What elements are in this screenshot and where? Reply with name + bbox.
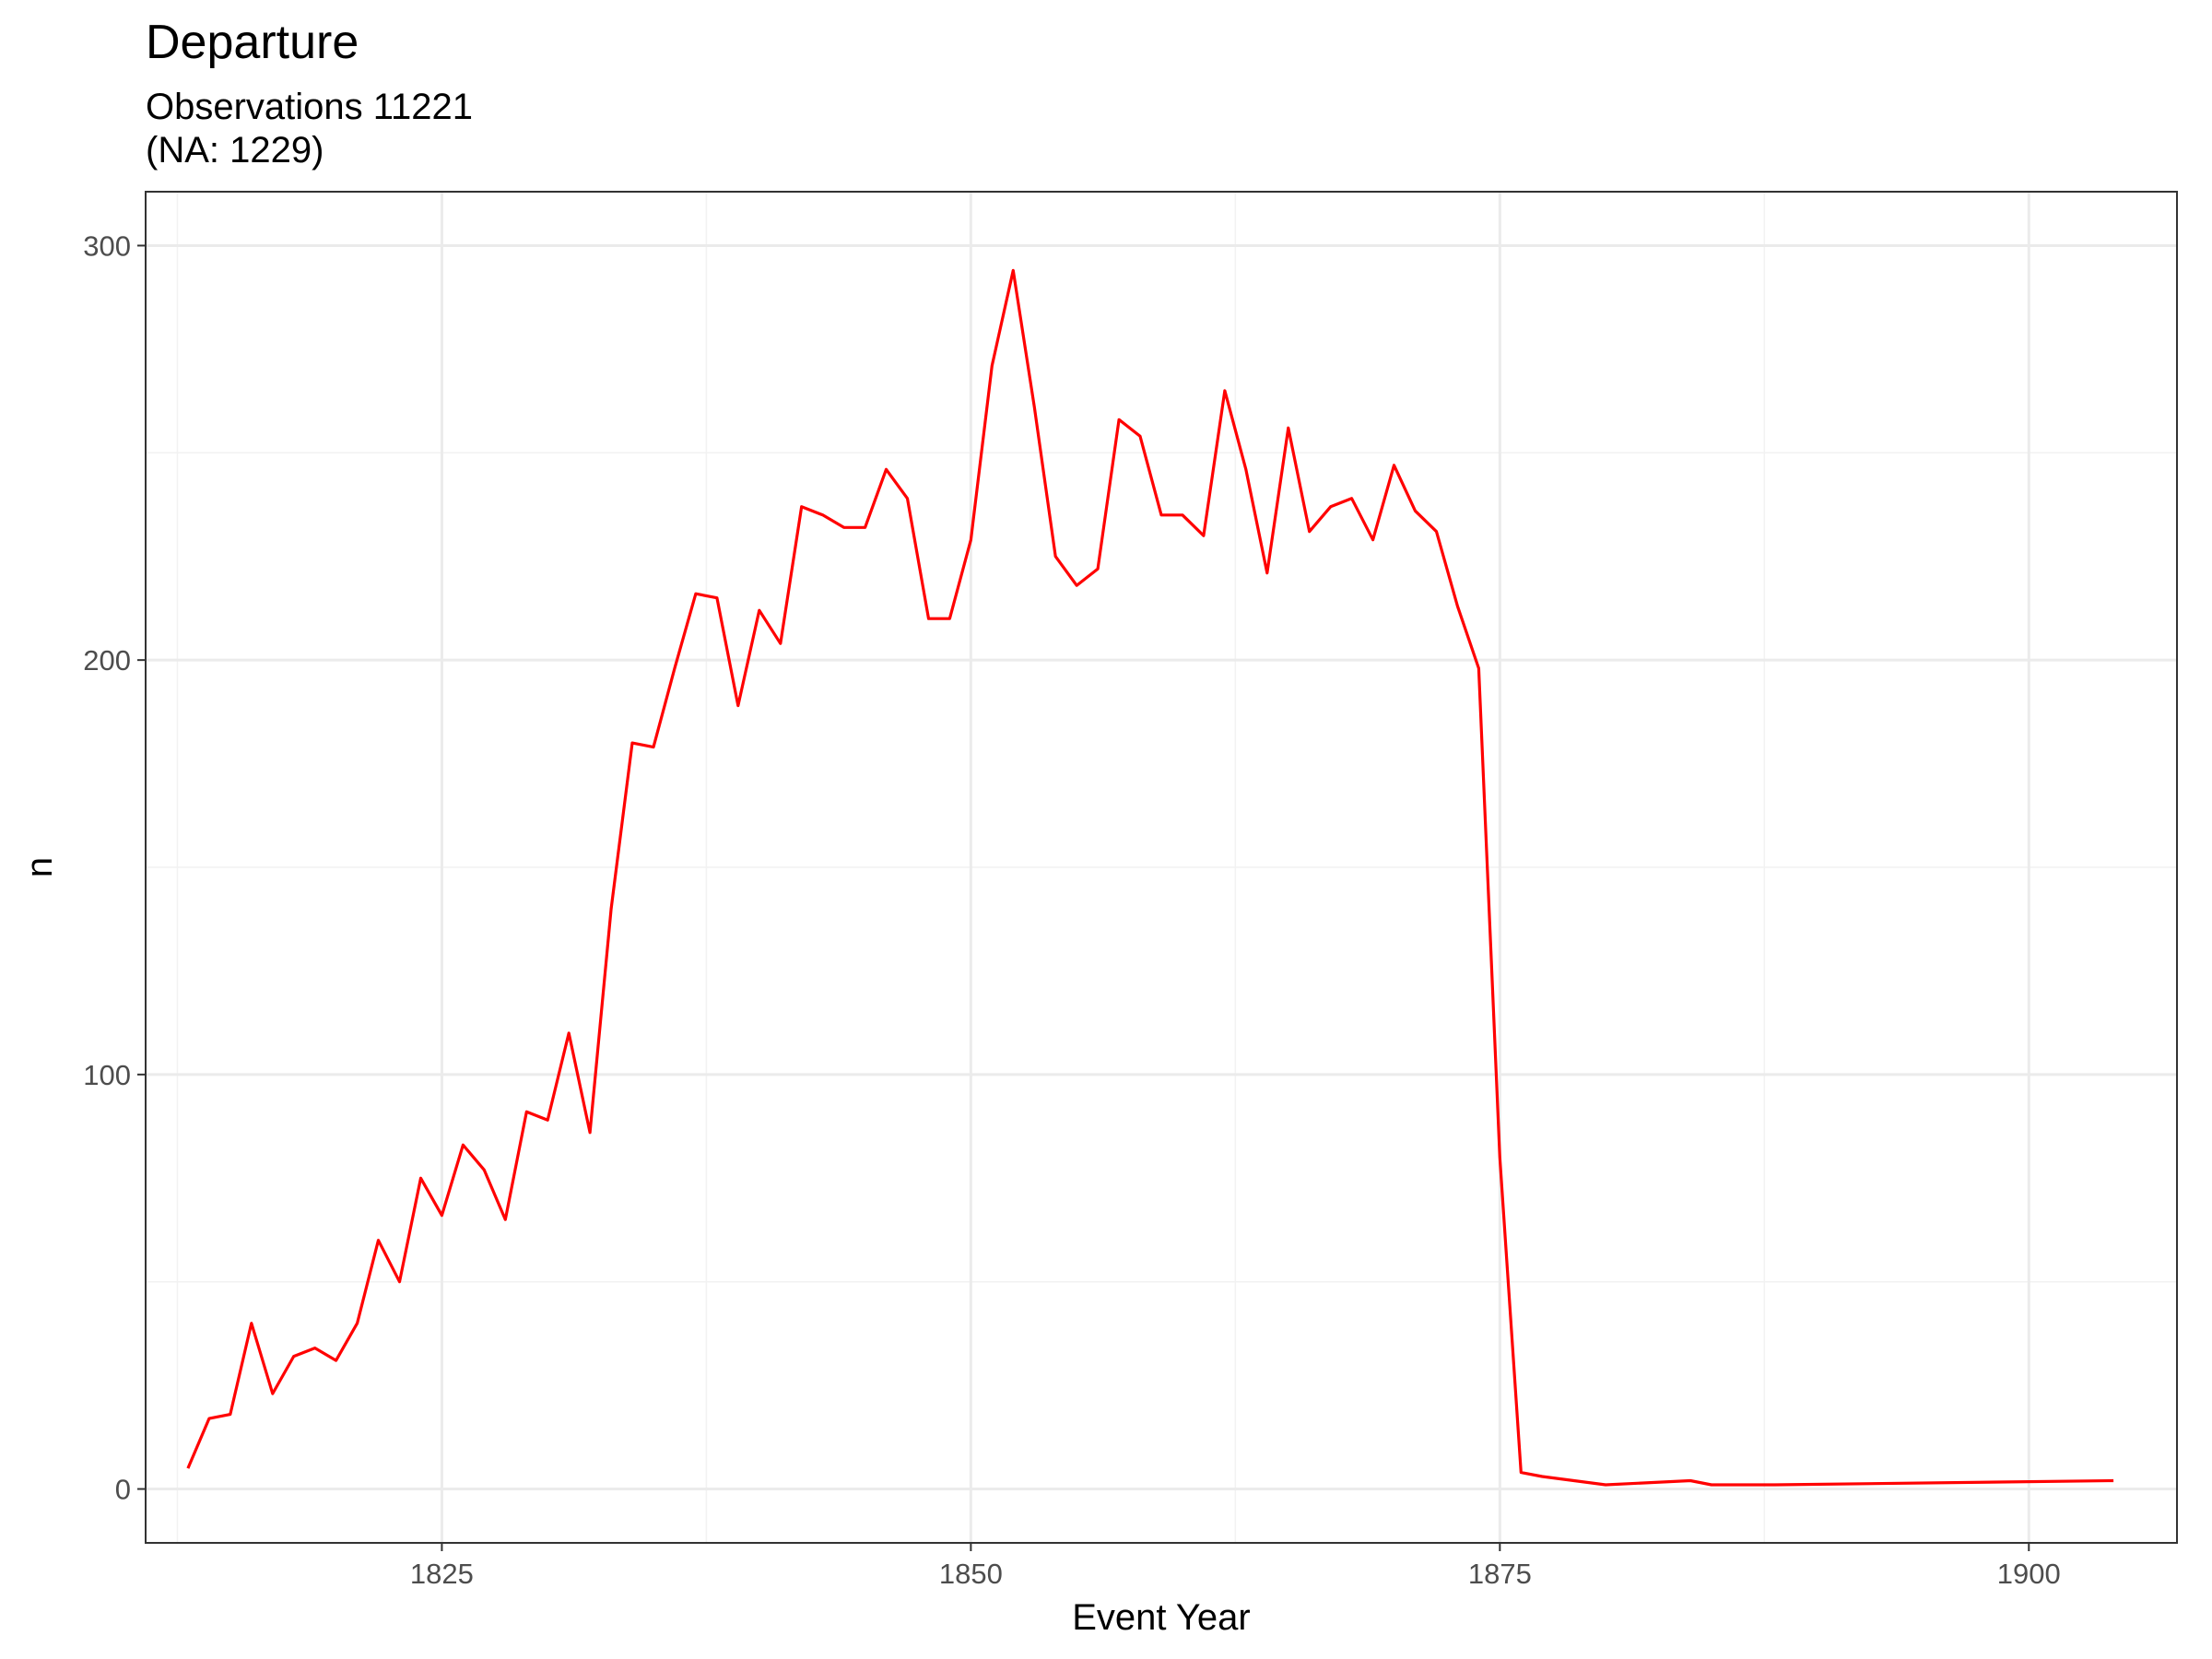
- panel-border: [145, 191, 2178, 1544]
- minor-gridlines: [146, 192, 2177, 1543]
- axis-ticks: [137, 244, 2030, 1551]
- axis-tick-labels: 1825 1850 1875 1900 0 100 200 300: [83, 229, 2061, 1590]
- series-layer: [186, 268, 2114, 1487]
- x-tick-label-3: 1900: [1997, 1558, 2061, 1590]
- x-axis-title: Event Year: [1072, 1597, 1251, 1638]
- chart-subtitle-line-2: (NA: 1229): [146, 130, 324, 171]
- chart-title: Departure: [146, 16, 359, 69]
- major-gridlines: [146, 192, 2177, 1543]
- series-line-0: [186, 268, 2114, 1487]
- x-tick-label-2: 1875: [1468, 1558, 1532, 1590]
- y-tick-label-0: 0: [115, 1474, 131, 1506]
- y-tick-label-3: 300: [83, 229, 131, 262]
- y-tick-label-2: 200: [83, 644, 131, 677]
- x-tick-label-0: 1825: [410, 1558, 474, 1590]
- y-axis-title: n: [19, 857, 60, 877]
- y-tick-label-1: 100: [83, 1059, 131, 1091]
- chart-subtitle-line-1: Observations 11221: [146, 87, 474, 127]
- x-tick-label-1: 1850: [939, 1558, 1003, 1590]
